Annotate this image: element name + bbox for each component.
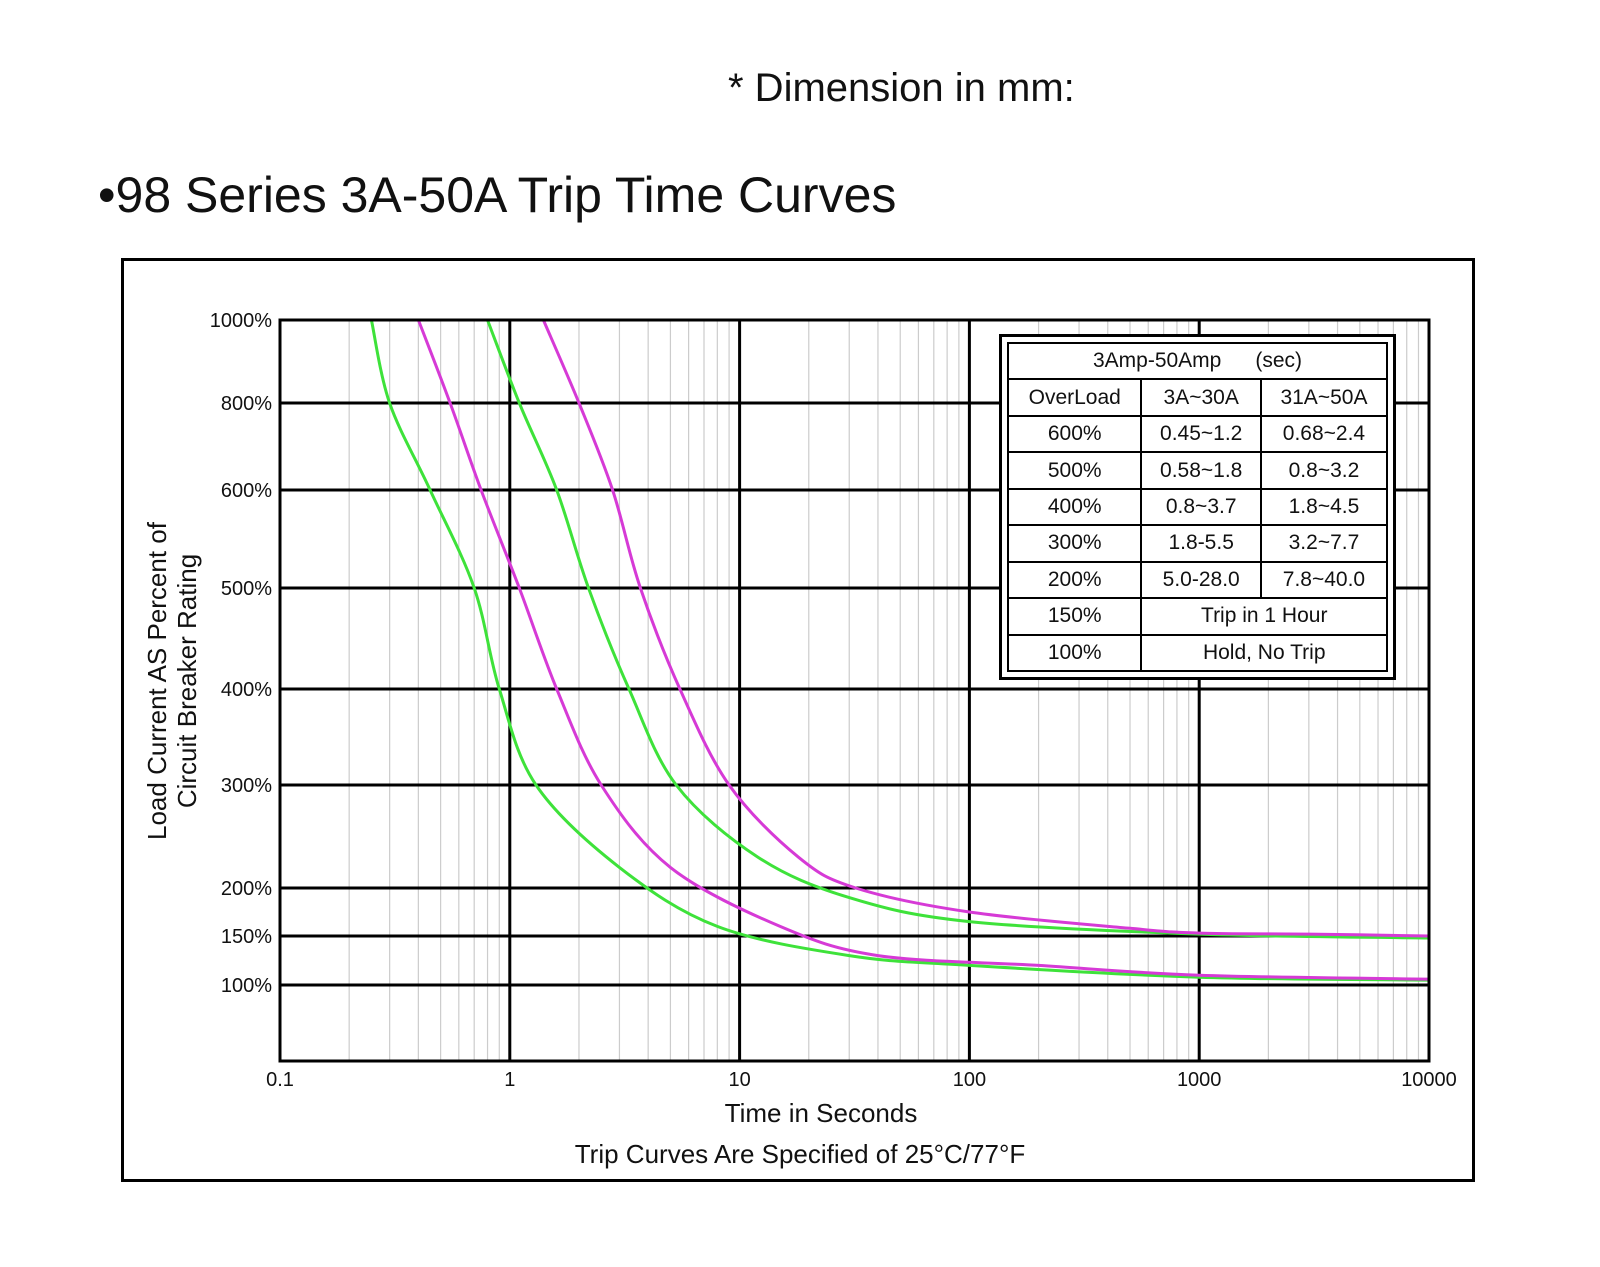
trip-table-grid: 3Amp-50Amp (sec) OverLoad 3A~30A 31A~50A … [1006, 341, 1389, 672]
x-tick-label: 1000 [1177, 1069, 1222, 1091]
table-cell: 150% [1006, 597, 1143, 636]
y-tick-label: 100% [221, 975, 272, 997]
series-curves [369, 319, 1430, 982]
x-tick-label: 100 [953, 1069, 986, 1091]
table-row: 100% Hold, No Trip [1006, 633, 1388, 672]
trip-curve-1 [369, 319, 1430, 982]
table-cell: 1.8-5.5 [1140, 524, 1262, 563]
trip-curve-4 [542, 319, 1430, 938]
table-cell: 0.68~2.4 [1259, 414, 1389, 454]
y-axis-title-line2: Circuit Breaker Rating [172, 554, 202, 808]
y-tick-label: 400% [221, 679, 272, 701]
y-tick-label: 800% [221, 393, 272, 415]
y-tick-label: 600% [221, 480, 272, 502]
table-cell: 0.58~1.8 [1140, 451, 1262, 490]
trip-time-table: 3Amp-50Amp (sec) OverLoad 3A~30A 31A~50A … [999, 334, 1396, 680]
y-tick-label: 1000% [210, 310, 272, 332]
x-tick-label: 10000 [1401, 1069, 1457, 1091]
table-cell: 1.8~4.5 [1259, 487, 1389, 527]
x-tick-labels: 0.1 1 10 100 1000 10000 [266, 1069, 1457, 1091]
table-header-cell: 3Amp-50Amp (sec) [1007, 341, 1388, 381]
column-header-overload: OverLoad [1006, 378, 1143, 417]
table-header-unit: (sec) [1255, 349, 1303, 373]
x-tick-label: 0.1 [266, 1069, 294, 1091]
table-cell: 0.45~1.2 [1140, 414, 1262, 454]
column-header-31a-50a: 31A~50A [1259, 378, 1389, 417]
table-cell-merged: Trip in 1 Hour [1140, 597, 1388, 636]
table-column-row: OverLoad 3A~30A 31A~50A [1006, 378, 1389, 417]
chart-footnote: Trip Curves Are Specified of 25°C/77°F [575, 1139, 1025, 1169]
table-cell-merged: Hold, No Trip [1140, 633, 1388, 672]
y-tick-label: 150% [221, 926, 272, 948]
table-row: 300% 1.8-5.5 3.2~7.7 [1006, 524, 1389, 563]
y-tick-labels: 100% 150% 200% 300% 400% 500% 600% 800% 1000% [210, 310, 272, 997]
trip-time-chart: 0.1 1 10 100 1000 10000 100%150%200%300%400%5… [142, 310, 1457, 1169]
x-tick-label: 10 [728, 1069, 750, 1091]
dimension-note: * Dimension in mm: [728, 66, 1075, 110]
y-tick-label: 200% [221, 878, 272, 900]
chart-frame: 0.1 1 10 100 1000 10000 100% 150% 200% 300% 400% 5… [121, 258, 1475, 1182]
table-cell: 300% [1006, 524, 1143, 563]
table-row: 400% 0.8~3.7 1.8~4.5 [1006, 487, 1389, 527]
table-cell: 0.8~3.2 [1259, 451, 1389, 490]
table-cell: 500% [1006, 451, 1143, 490]
table-cell: 100% [1006, 633, 1143, 672]
y-axis-title-line1: Load Current AS Percent of [142, 521, 172, 840]
table-cell: 0.8~3.7 [1140, 487, 1262, 527]
table-header-label: 3Amp-50Amp [1092, 349, 1222, 373]
trip-curve-2 [416, 319, 1430, 981]
page-title: •98 Series 3A-50A Trip Time Curves [98, 167, 897, 223]
plot-border [278, 318, 1431, 1063]
table-row: 500% 0.58~1.8 0.8~3.2 [1006, 451, 1389, 490]
trip-curve-3 [486, 319, 1430, 940]
table-cell: 600% [1006, 414, 1143, 454]
y-tick-label: 500% [221, 578, 272, 600]
x-axis-title: Time in Seconds [725, 1098, 918, 1128]
table-row: 600% 0.45~1.2 0.68~2.4 [1006, 414, 1389, 454]
table-cell: 400% [1006, 487, 1143, 527]
table-cell: 7.8~40.0 [1259, 560, 1389, 600]
y-tick-label: 300% [221, 775, 272, 797]
table-row: 200% 5.0-28.0 7.8~40.0 [1006, 560, 1389, 600]
table-cell: 200% [1006, 560, 1143, 600]
x-tick-label: 1 [504, 1069, 515, 1091]
column-header-3a-30a: 3A~30A [1140, 378, 1262, 417]
table-cell: 5.0-28.0 [1140, 560, 1262, 600]
table-cell: 3.2~7.7 [1259, 524, 1389, 563]
table-header-row: 3Amp-50Amp (sec) [1007, 341, 1388, 381]
table-row: 150% Trip in 1 Hour [1006, 597, 1388, 636]
